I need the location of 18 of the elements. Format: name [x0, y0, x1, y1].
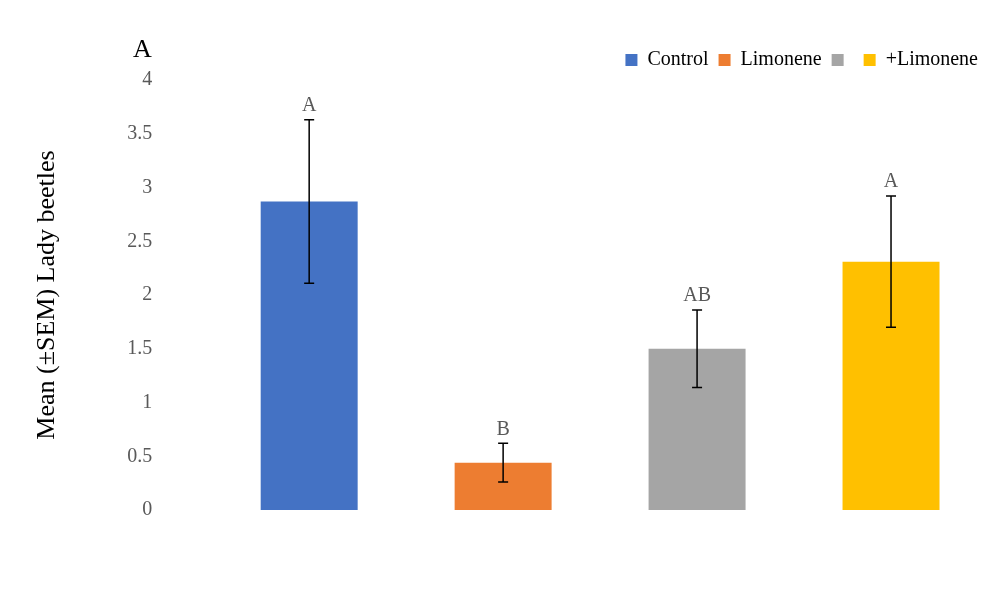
y-tick-label: 1	[142, 389, 153, 412]
y-tick-label: 0	[142, 497, 153, 520]
y-tick-label: 4	[142, 67, 153, 90]
legend-label: +Limonene	[885, 47, 979, 70]
annotation: AB	[683, 283, 711, 306]
y-tick-label: 2	[142, 282, 153, 305]
y-tick-label: 3.5	[127, 121, 153, 143]
annotation: B	[496, 416, 510, 439]
annotation: A	[301, 93, 317, 116]
legend-label: Control	[647, 47, 709, 70]
y-axis-title: Mean (±SEM) Lady beetles	[31, 150, 61, 440]
y-tick-label: 1.5	[127, 336, 153, 358]
y-tick-label: 0.5	[127, 443, 153, 466]
y-tick-label: 2.5	[127, 228, 153, 251]
annotation: A	[883, 169, 899, 192]
chart-title: A	[133, 33, 152, 63]
y-tick-label: 3	[142, 174, 153, 197]
legend-label: Limonene	[740, 47, 822, 70]
